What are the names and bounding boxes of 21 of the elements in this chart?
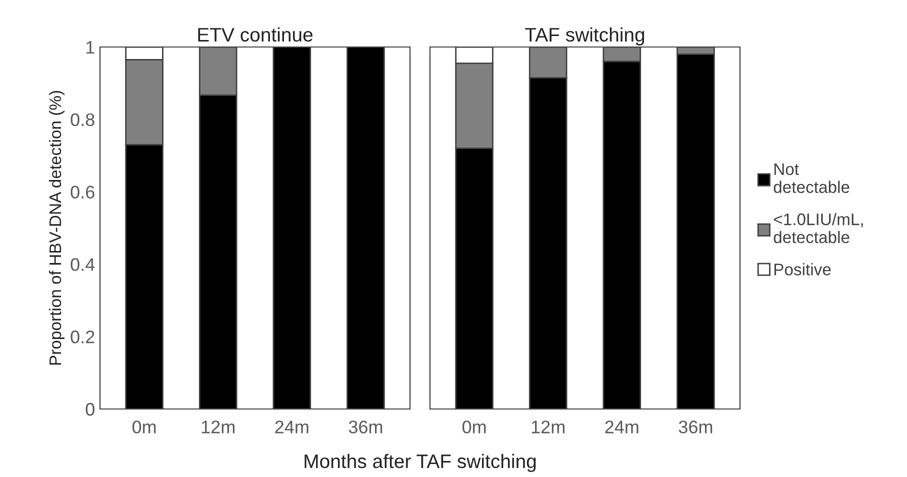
chart-title: TAF switching: [525, 27, 644, 46]
chart-title: ETV continue: [198, 27, 313, 42]
x-tick-label: 0m: [462, 420, 486, 434]
y-tick-label: 0.4: [70, 258, 95, 271]
legend-label: Not detectable: [774, 163, 850, 194]
y-tick-label: 0.8: [70, 113, 94, 126]
x-tick-label: 12m: [532, 420, 564, 434]
legend-label: <1.0LIU/mL, detectable: [774, 212, 863, 244]
y-axis-title: Proportion of HBV-DNA detection (%): [48, 91, 64, 365]
x-tick-label: 12m: [202, 420, 234, 434]
y-tick-label: 0.6: [70, 186, 94, 199]
x-tick-label: 36m: [348, 420, 382, 434]
y-tick-label: 0: [86, 402, 94, 416]
x-tick-label: 24m: [275, 420, 308, 434]
x-axis-title: Months after TAF switching: [304, 454, 536, 472]
x-tick-label: 0m: [132, 420, 156, 434]
x-tick-label: 36m: [678, 420, 712, 434]
y-tick-label: 1: [86, 41, 94, 54]
legend-label: Positive: [774, 263, 831, 276]
y-tick-label: 0.2: [70, 330, 94, 344]
x-tick-label: 24m: [605, 420, 638, 434]
